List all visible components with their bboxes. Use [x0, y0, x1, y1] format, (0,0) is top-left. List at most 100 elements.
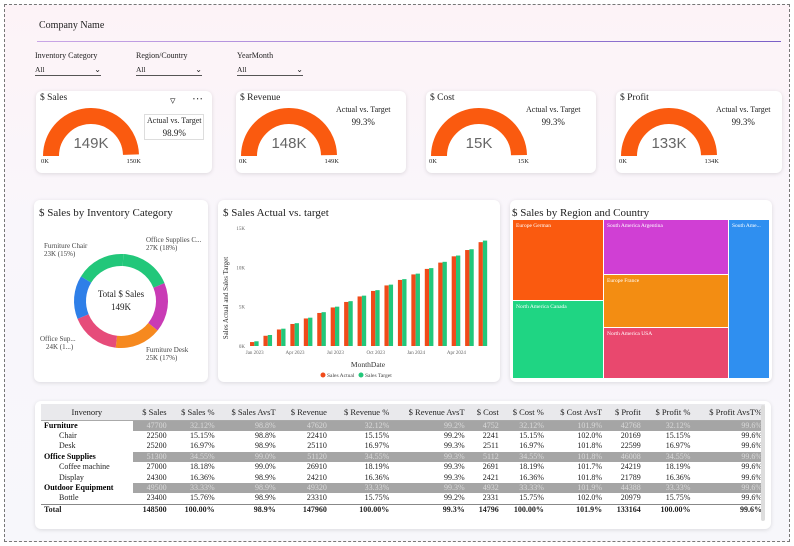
- kpi-title: $ Cost: [430, 93, 455, 103]
- bar-target[interactable]: [348, 301, 353, 346]
- treemap-cell-argentina[interactable]: South America Argentina: [604, 220, 728, 274]
- filter-inventory-category[interactable]: Inventory Category All ⌄: [35, 51, 101, 76]
- table-header-cell[interactable]: $ Revenue AvsT: [392, 404, 468, 421]
- treemap-cell-usa[interactable]: North America USA: [604, 328, 728, 378]
- legend-label[interactable]: Sales Target: [365, 373, 392, 379]
- bar-target[interactable]: [294, 323, 299, 346]
- kpi-card-sales[interactable]: $ Sales ▿ ⋯ Actual vs. Target 98.9% 149K…: [36, 91, 212, 173]
- bar-actual[interactable]: [263, 335, 268, 346]
- bar-actual[interactable]: [344, 301, 349, 346]
- bar-actual[interactable]: [451, 256, 456, 346]
- table-row[interactable]: Furniture 47700 32.12% 98.8% 47620 32.12% 99.2…: [41, 420, 765, 431]
- table-header-cell[interactable]: $ Sales %: [169, 404, 218, 421]
- y-tick-label: 15K: [236, 227, 245, 232]
- filter-yearmonth[interactable]: YearMonth All ⌄: [237, 51, 303, 76]
- bar-actual[interactable]: [371, 290, 376, 346]
- bar-target[interactable]: [254, 341, 259, 346]
- table-row[interactable]: Total 148500 100.00% 98.9% 147960 100.00% 99.3…: [41, 503, 765, 516]
- bar-actual[interactable]: [250, 342, 255, 346]
- gauge-value: 133K: [651, 135, 687, 152]
- bar-target[interactable]: [402, 279, 407, 346]
- treemap-cell-canada[interactable]: North America Canada: [513, 301, 603, 378]
- table-cell: 98.9%: [217, 482, 279, 494]
- bar-actual[interactable]: [478, 242, 483, 346]
- bar-actual[interactable]: [397, 279, 403, 346]
- more-options-icon[interactable]: ⋯: [192, 92, 203, 105]
- table-header-cell[interactable]: $ Cost AvsT: [546, 404, 606, 421]
- table-header-cell[interactable]: $ Revenue: [278, 404, 330, 421]
- matrix-table-card[interactable]: Invenory $ Sales $ Sales % $ Sales AvsT $ Re…: [35, 401, 771, 529]
- bar-target[interactable]: [429, 268, 434, 346]
- table-cell: 23310: [306, 493, 327, 503]
- treemap-cell-south-america[interactable]: South Ame...: [729, 220, 769, 378]
- table-header-cell[interactable]: $ Cost: [467, 404, 502, 421]
- bar-target[interactable]: [388, 284, 394, 346]
- bar-actual[interactable]: [438, 262, 443, 346]
- table-header-cell[interactable]: $ Profit AvsT%: [693, 404, 765, 421]
- legend-label[interactable]: Sales Actual: [327, 373, 355, 379]
- table-header-cell[interactable]: $ Revenue %: [329, 404, 393, 421]
- bar-target[interactable]: [267, 334, 273, 346]
- kpi-card-cost[interactable]: $ Cost Actual vs. Target 99.3% 15K 0K 15…: [426, 91, 596, 173]
- table-row[interactable]: Display 24300 16.36% 98.9% 24210 16.36% 99.3% 2…: [41, 473, 765, 483]
- bar-actual[interactable]: [424, 268, 430, 346]
- table-header-cell[interactable]: $ Cost %: [501, 404, 547, 421]
- table-cell: 51300: [132, 451, 170, 463]
- bar-actual[interactable]: [290, 323, 295, 346]
- donut-slice[interactable]: [77, 314, 118, 348]
- donut-chart: Total $ Sales 149K Furniture Chair 23K (…: [40, 236, 202, 362]
- kpi-card-revenue[interactable]: $ Revenue Actual vs. Target 99.3% 148K 0…: [236, 91, 406, 173]
- treemap-cell-france[interactable]: Europe France: [604, 275, 728, 327]
- table-scrollbar[interactable]: [761, 405, 765, 521]
- bar-actual[interactable]: [303, 318, 309, 346]
- table-header-cell[interactable]: $ Profit %: [643, 404, 694, 421]
- bar-target[interactable]: [469, 249, 474, 346]
- bar-target[interactable]: [321, 312, 326, 346]
- bar-target[interactable]: [375, 290, 380, 346]
- bar-target[interactable]: [308, 317, 313, 346]
- treemap-cell-europe-german[interactable]: Europe German: [513, 220, 603, 300]
- table-header-cell[interactable]: $ Sales AvsT: [217, 404, 279, 421]
- donut-slice[interactable]: [148, 283, 168, 331]
- bar-target[interactable]: [281, 328, 286, 346]
- bar-target[interactable]: [361, 295, 367, 346]
- table-header-cell[interactable]: $ Profit: [605, 404, 644, 421]
- donut-card[interactable]: $ Sales by Inventory Category Total $ Sa…: [34, 200, 208, 382]
- bar-actual[interactable]: [357, 296, 362, 346]
- table-header-cell[interactable]: Invenory: [41, 404, 133, 421]
- filter-select[interactable]: All ⌄: [237, 65, 303, 76]
- donut-slice[interactable]: [74, 276, 92, 319]
- donut-slice[interactable]: [122, 254, 165, 289]
- bar-actual[interactable]: [411, 274, 416, 346]
- bar-target[interactable]: [455, 255, 461, 346]
- table-row[interactable]: Chair 22500 15.15% 98.8% 22410 15.15% 99.2% 224…: [41, 431, 765, 441]
- bar-actual[interactable]: [317, 312, 322, 346]
- bar-target[interactable]: [334, 306, 340, 346]
- table-row[interactable]: Outdoor Equipment 49500 33.33% 98.9% 49320 33…: [41, 482, 765, 494]
- treemap-card[interactable]: $ Sales by Region and Country Europe Ger…: [510, 200, 772, 382]
- bar-chart-card[interactable]: $ Sales Actual vs. target 0K 5K 10K 15K Jan …: [218, 200, 500, 382]
- bar-target[interactable]: [482, 240, 488, 346]
- gauge-min: 0K: [429, 158, 437, 165]
- bar-target[interactable]: [442, 261, 447, 346]
- table-cell: 102.0%: [577, 430, 603, 440]
- filter-select[interactable]: All ⌄: [136, 65, 202, 76]
- bar-actual[interactable]: [276, 329, 282, 346]
- filter-icon[interactable]: ▿: [170, 94, 176, 107]
- filter-select[interactable]: All ⌄: [35, 65, 101, 76]
- kpi-avt-value: 99.3%: [351, 117, 375, 127]
- table-row[interactable]: Office Supplies 51300 34.55% 99.0% 51120 34.5…: [41, 451, 765, 463]
- kpi-card-profit[interactable]: $ Profit Actual vs. Target 99.3% 133K 0K…: [616, 91, 782, 173]
- filter-region-country[interactable]: Region/Country All ⌄: [136, 51, 202, 76]
- kpi-avt-label: Actual vs. Target: [526, 105, 581, 114]
- bar-actual[interactable]: [465, 250, 470, 346]
- table-row[interactable]: Desk 25200 16.97% 98.9% 25110 16.97% 99.3% 2511…: [41, 441, 765, 451]
- table-row[interactable]: Coffee machine 27000 18.18% 99.0% 26910 18.19…: [41, 462, 765, 472]
- donut-slice[interactable]: [115, 322, 158, 348]
- table-row[interactable]: Bottle 23400 15.76% 98.9% 23310 15.75% 99.2% 23…: [41, 493, 765, 504]
- bar-actual[interactable]: [384, 285, 389, 346]
- bar-target[interactable]: [415, 273, 420, 346]
- table-header-cell[interactable]: $ Sales: [132, 404, 170, 421]
- donut-slice[interactable]: [80, 254, 124, 283]
- bar-actual[interactable]: [330, 307, 335, 346]
